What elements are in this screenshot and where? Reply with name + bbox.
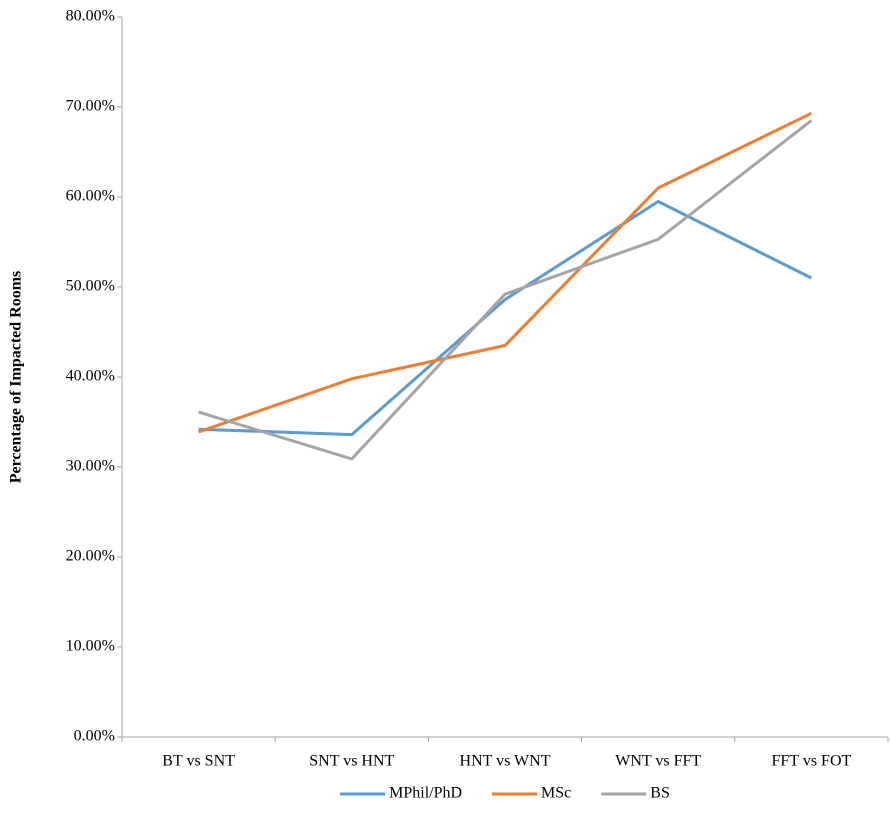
y-tick-label: 50.00% — [66, 278, 115, 295]
y-tick-label: 0.00% — [74, 728, 115, 745]
x-tick-label: WNT vs FFT — [615, 753, 701, 770]
data-line — [198, 200, 813, 437]
y-tick-label: 40.00% — [66, 368, 115, 385]
data-line — [198, 119, 813, 461]
x-tick-label: BT vs SNT — [162, 753, 235, 770]
y-tick-label: 60.00% — [66, 188, 115, 205]
y-tick-label: 10.00% — [66, 638, 115, 655]
x-tick-label: FFT vs FOT — [772, 753, 852, 770]
x-tick-label: HNT vs WNT — [460, 753, 551, 770]
legend-label: MPhil/PhD — [389, 785, 462, 802]
x-tick-label: SNT vs HNT — [309, 753, 394, 770]
legend-label: MSc — [541, 785, 571, 802]
y-tick-label: 70.00% — [66, 98, 115, 115]
legend-label: BS — [650, 785, 670, 802]
data-line — [198, 111, 813, 434]
y-axis-title: Percentage of Impacted Rooms — [8, 271, 25, 484]
y-tick-label: 20.00% — [66, 548, 115, 565]
legend: MPhil/PhD MSc BS — [340, 785, 670, 802]
y-tick-label: 80.00% — [66, 8, 115, 25]
y-tick-label: 30.00% — [66, 458, 115, 475]
